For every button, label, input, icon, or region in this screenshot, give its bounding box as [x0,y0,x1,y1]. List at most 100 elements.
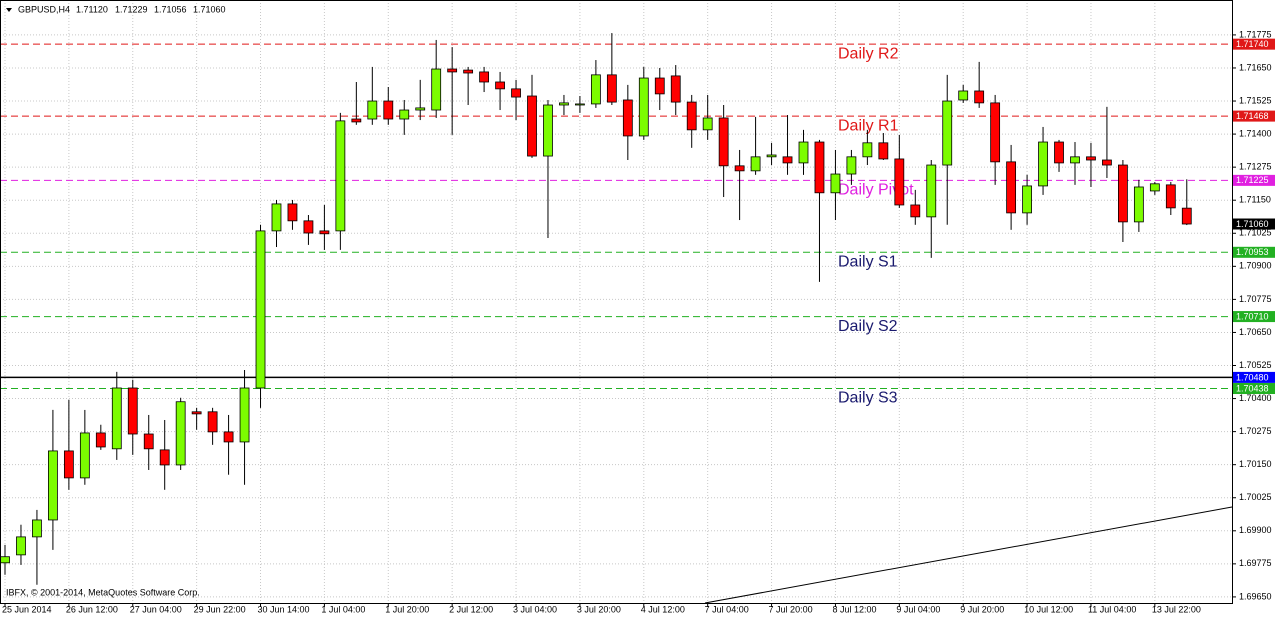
candle-body [958,90,969,101]
price-tag [1233,383,1275,395]
candles [0,33,1192,585]
candle-body [718,117,729,167]
candle-body [79,432,90,479]
x-tick-label: 30 Jun 14:00 [258,604,310,614]
candle-body [383,100,394,120]
y-tick-label: 1.70775 [1239,294,1272,304]
x-tick-label: 9 Jul 20:00 [960,604,1004,614]
price-tag-label: 1.71060 [1236,219,1269,229]
candle-body [543,104,553,157]
y-tick-label: 1.69650 [1239,591,1272,601]
trend-line [704,506,1233,604]
x-tick-label: 1 Jul 04:00 [321,604,365,614]
y-tick-label: 1.71150 [1239,195,1271,205]
candle-body [0,556,10,564]
candle-body [143,433,154,450]
price-tag [1233,218,1275,230]
y-tick-label: 1.70525 [1239,360,1272,370]
candle-body [638,77,649,137]
candle-body [351,118,362,123]
candle-body [1133,186,1144,223]
candle-body [415,107,426,111]
candle-body [527,95,537,157]
candle-body [319,230,330,235]
price-tag [1233,174,1275,186]
x-tick-label: 8 Jul 12:00 [832,604,876,614]
candle-body [590,74,601,105]
y-tick-label: 1.71400 [1239,128,1272,138]
y-tick-label: 1.71275 [1239,162,1272,172]
y-tick-label: 1.71650 [1239,62,1272,72]
candle-body [335,120,346,232]
candle-body [511,88,521,98]
grid [0,0,1232,603]
x-tick-label: 3 Jul 20:00 [577,604,621,614]
candle-body [942,100,953,166]
candle-body [127,387,138,435]
y-tick-label: 1.70025 [1239,492,1272,502]
candle-body [367,100,378,120]
candle-body [734,165,745,172]
candle-body [463,69,474,74]
candle-body [1038,141,1048,187]
candle-body [431,68,442,111]
candle-body [750,156,761,172]
candle-body [16,536,26,556]
x-tick-label: 1 Jul 20:00 [385,604,429,614]
candle-body [479,71,490,83]
candle-body [926,164,937,218]
x-tick-label: 11 Jul 04:00 [1088,604,1136,614]
candle-body [287,203,298,222]
candle-body [255,230,266,389]
price-tag [1233,311,1275,323]
candle-body [1086,156,1096,161]
candle-body [670,75,681,103]
candle-body [495,81,505,90]
candle-body [239,387,250,443]
x-tick-label: 26 Jun 12:00 [66,604,118,614]
x-tick-label: 4 Jul 12:00 [641,604,685,614]
candle-body [159,449,170,466]
candle-body [606,74,617,103]
y-tick-label: 1.70400 [1239,393,1272,403]
candle-body [1070,156,1080,164]
y-tick-label: 1.70275 [1239,426,1272,436]
x-tick-label: 7 Jul 20:00 [769,604,813,614]
candle-body [399,109,410,120]
candle-body [223,431,234,443]
x-tick-label: 9 Jul 04:00 [896,604,940,614]
candle-body [878,142,889,160]
y-tick-label: 1.70150 [1239,459,1272,469]
header-value: 1.71060 [193,4,226,14]
candle-body [766,154,777,158]
header-value: 1.71120 [76,4,108,14]
header-value: 1.71229 [115,4,148,14]
price-tag-label: 1.71468 [1236,111,1269,121]
candle-body [910,204,921,218]
y-tick-label: 1.69900 [1239,525,1272,535]
x-tick-label: 7 Jul 04:00 [705,604,749,614]
x-tick-label: 2 Jul 12:00 [449,604,493,614]
candle-body [32,519,42,538]
candle-body [447,68,458,73]
x-tick-label: 10 Jul 12:00 [1024,604,1073,614]
level-name: Daily S2 [838,318,898,335]
candle-body [95,432,106,448]
price-tag [1233,246,1275,258]
price-tag-label: 1.70480 [1236,372,1269,382]
level-name: Daily S1 [838,254,898,271]
chart-title: GBPUSD,H4 [18,4,70,14]
candle-body [798,141,809,164]
candle-body [830,173,841,194]
price-tag [1233,38,1275,50]
price-tag [1233,110,1275,122]
x-tick-label: 3 Jul 04:00 [513,604,557,614]
y-tick-label: 1.69775 [1239,558,1272,568]
level-name: Daily S3 [838,390,898,407]
y-tick-label: 1.71025 [1239,228,1272,238]
candle-body [1149,183,1160,192]
candle-body [846,156,857,175]
copyright: IBFX, © 2001-2014, MetaQuotes Software C… [6,587,200,597]
y-tick-label: 1.70900 [1239,261,1272,271]
x-tick-label: 25 Jun 2014 [2,604,52,614]
